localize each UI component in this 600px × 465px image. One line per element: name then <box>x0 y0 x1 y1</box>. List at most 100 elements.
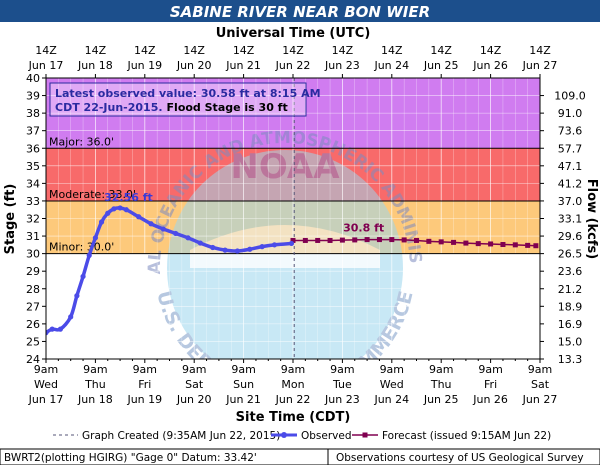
observed-point <box>222 247 228 253</box>
x-tick-label-top: Jun 17 <box>28 59 64 72</box>
x-tick-label-bottom: 9am <box>231 363 255 376</box>
observed-point <box>259 244 265 250</box>
forecast-point <box>339 237 345 243</box>
x-tick-label-bottom: Wed <box>380 378 404 391</box>
latest-observation-box: Latest observed value: 30.58 ft at 8:15 … <box>49 82 321 117</box>
observed-point <box>80 273 86 280</box>
x-tick-label-bottom: Jun 22 <box>275 393 311 406</box>
y-tick-label-right: 26.5 <box>558 248 583 261</box>
x-tick-label-top: Jun 25 <box>423 59 459 72</box>
observed-point <box>160 226 166 232</box>
grid-lines <box>46 78 540 359</box>
watermark-circle <box>167 150 403 359</box>
footer-credit: Observations courtesy of US Geological S… <box>336 452 584 464</box>
forecast-point <box>290 237 296 243</box>
forecast-series <box>290 237 539 249</box>
forecast-point <box>414 237 419 243</box>
x-tick-label-top: 14Z <box>233 44 255 57</box>
forecast-label: 30.8 ft <box>343 222 384 235</box>
forecast-point <box>426 238 432 244</box>
y-tick-label-left: 40 <box>26 72 40 85</box>
observed-point <box>136 214 142 220</box>
x-tick-label-top: 14Z <box>85 44 107 57</box>
observed-point <box>210 244 216 251</box>
y-tick-label-left: 31 <box>26 230 40 243</box>
x-tick-label-bottom: Thu <box>84 378 106 391</box>
y-tick-label-left: 35 <box>26 160 40 173</box>
forecast-point <box>533 243 539 249</box>
observed-point <box>234 248 241 254</box>
x-tick-label-bottom: 9am <box>83 363 107 376</box>
x-tick-label-bottom: 9am <box>133 363 157 376</box>
forecast-point <box>327 237 333 243</box>
forecast-point <box>525 242 531 248</box>
observed-point <box>123 207 129 213</box>
y-tick-label-right: 18.9 <box>558 300 583 313</box>
y-tick-label-right: 57.7 <box>558 142 583 155</box>
forecast-point <box>500 241 506 247</box>
observed-point <box>173 230 179 237</box>
forecast-point <box>463 240 469 246</box>
x-tick-label-top: 14Z <box>529 44 551 57</box>
x-tick-label-top: 14Z <box>430 44 452 57</box>
x-tick-label-top: Jun 24 <box>373 59 409 72</box>
y-tick-label-left: 24 <box>26 353 40 366</box>
y-tick-label-left: 36 <box>26 142 40 155</box>
x-tick-label-bottom: Sat <box>531 378 550 391</box>
x-tick-label-bottom: Fri <box>138 378 151 391</box>
x-tick-label-bottom: 9am <box>528 363 552 376</box>
observed-point <box>271 242 278 248</box>
band-label-major: Major: 36.0' <box>49 135 114 148</box>
observed-point <box>185 235 191 241</box>
y-tick-label-right: 41.2 <box>558 177 583 190</box>
x-tick-label-bottom: 9am <box>380 363 404 376</box>
x-tick-label-bottom: 9am <box>429 363 453 376</box>
forecast-point <box>438 239 444 245</box>
x-tick-label-top: Jun 18 <box>77 59 113 72</box>
crest-label: 32.56 ft <box>104 191 153 204</box>
bottom-axis-title: Site Time (CDT) <box>236 410 351 425</box>
x-tick-label-bottom: Jun 18 <box>77 393 113 406</box>
x-tick-label-bottom: 9am <box>281 363 305 376</box>
legend-observed-label: Observed <box>301 430 352 442</box>
x-tick-label-top: Jun 27 <box>522 59 558 72</box>
x-tick-label-top: 14Z <box>35 44 57 57</box>
info-line-2: CDT 22-Jun-2015. Flood Stage is 30 ft <box>55 101 288 114</box>
y-tick-label-right: 109.0 <box>554 90 586 103</box>
title-bar <box>0 0 600 22</box>
y-tick-label-left: 33 <box>26 195 40 208</box>
x-tick-label-top: 14Z <box>381 44 403 57</box>
x-tick-label-bottom: Jun 23 <box>324 393 360 406</box>
observed-point <box>247 246 253 252</box>
x-tick-label-bottom: Mon <box>281 378 304 391</box>
y-tick-label-right: 13.3 <box>558 353 583 366</box>
observed-series <box>46 205 295 336</box>
x-tick-label-top: 14Z <box>332 44 354 57</box>
x-tick-label-bottom: Jun 25 <box>423 393 459 406</box>
y-tick-label-right: 47.1 <box>558 160 583 173</box>
y-tick-label-left: 37 <box>26 125 40 138</box>
top-axis-title: Universal Time (UTC) <box>216 26 371 41</box>
y-tick-label-right: 37.0 <box>558 195 583 208</box>
legend-created-label: Graph Created (9:35AM Jun 22, 2015) <box>82 430 280 442</box>
footer-bar <box>0 448 600 465</box>
y-tick-label-right: 15.0 <box>558 335 583 348</box>
watermark-gull <box>190 225 380 268</box>
y-tick-label-left: 38 <box>26 107 40 120</box>
forecast-point <box>401 237 407 243</box>
x-tick-label-top: Jun 23 <box>324 59 360 72</box>
band-label-moderate: Moderate: 33.0' <box>49 188 136 201</box>
x-tick-label-bottom: Wed <box>34 378 58 391</box>
observed-point <box>98 219 105 225</box>
legend-forecast-label: Forecast (issued 9:15AM Jun 22) <box>382 430 551 442</box>
x-tick-label-top: Jun 19 <box>126 59 162 72</box>
observed-point <box>197 240 203 246</box>
info-line-1: Latest observed value: 30.58 ft at 8:15 … <box>55 87 321 100</box>
chart-title: SABINE RIVER NEAR BON WIER <box>170 3 430 21</box>
forecast-point <box>376 237 382 243</box>
forecast-point <box>389 237 395 243</box>
x-tick-label-bottom: Jun 17 <box>28 393 64 406</box>
x-tick-label-bottom: 9am <box>478 363 502 376</box>
forecast-point <box>512 242 518 248</box>
observed-point <box>74 293 80 299</box>
